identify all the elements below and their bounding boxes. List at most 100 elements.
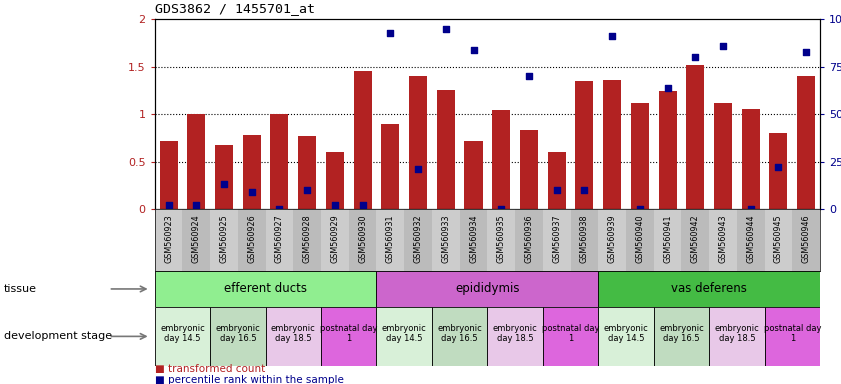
Text: GSM560940: GSM560940: [635, 214, 644, 263]
Bar: [405, 209, 432, 271]
Text: GSM560946: GSM560946: [801, 214, 811, 263]
Text: GSM560939: GSM560939: [607, 214, 616, 263]
Bar: [155, 307, 210, 366]
Text: GSM560938: GSM560938: [580, 214, 589, 263]
Bar: [714, 103, 732, 209]
Point: [772, 164, 785, 170]
Bar: [737, 209, 764, 271]
Bar: [243, 135, 261, 209]
Text: GSM560941: GSM560941: [663, 214, 672, 263]
Text: GSM560934: GSM560934: [469, 214, 478, 263]
Point: [439, 26, 452, 32]
Bar: [681, 209, 709, 271]
Point: [550, 187, 563, 194]
Text: embryonic
day 16.5: embryonic day 16.5: [437, 324, 482, 343]
Point: [383, 30, 397, 36]
Bar: [210, 307, 266, 366]
Bar: [210, 209, 238, 271]
Text: GSM560930: GSM560930: [358, 214, 368, 263]
Bar: [547, 152, 566, 209]
Point: [606, 33, 619, 40]
Text: GSM560945: GSM560945: [774, 214, 783, 263]
Bar: [686, 65, 704, 209]
Bar: [709, 209, 737, 271]
Point: [356, 202, 369, 208]
Bar: [215, 145, 233, 209]
Bar: [432, 307, 487, 366]
Text: embryonic
day 14.5: embryonic day 14.5: [382, 324, 426, 343]
Bar: [515, 209, 542, 271]
Text: embryonic
day 16.5: embryonic day 16.5: [659, 324, 704, 343]
Point: [217, 180, 230, 187]
Bar: [349, 209, 377, 271]
Bar: [631, 103, 648, 209]
Text: postnatal day
1: postnatal day 1: [542, 324, 600, 343]
Bar: [598, 209, 626, 271]
Text: GSM560937: GSM560937: [553, 214, 561, 263]
Bar: [432, 209, 460, 271]
Bar: [326, 152, 344, 209]
Text: efferent ducts: efferent ducts: [224, 283, 307, 295]
Bar: [464, 141, 483, 209]
Bar: [266, 307, 321, 366]
Point: [495, 206, 508, 212]
Text: embryonic
day 18.5: embryonic day 18.5: [271, 324, 315, 343]
Point: [744, 206, 758, 212]
Text: tissue: tissue: [4, 284, 37, 294]
Bar: [542, 307, 598, 366]
Point: [578, 187, 591, 194]
Point: [633, 206, 647, 212]
Bar: [487, 307, 542, 366]
Point: [467, 46, 480, 53]
Bar: [321, 209, 349, 271]
Text: postnatal day
1: postnatal day 1: [764, 324, 821, 343]
Bar: [160, 141, 177, 209]
Bar: [792, 209, 820, 271]
Text: GDS3862 / 1455701_at: GDS3862 / 1455701_at: [155, 2, 315, 15]
Bar: [381, 124, 399, 209]
Bar: [797, 76, 815, 209]
Bar: [487, 209, 515, 271]
Bar: [266, 209, 294, 271]
Text: GSM560932: GSM560932: [414, 214, 422, 263]
Text: GSM560927: GSM560927: [275, 214, 284, 263]
Point: [300, 187, 314, 194]
Text: GSM560933: GSM560933: [442, 214, 450, 263]
Bar: [492, 111, 510, 209]
Text: GSM560929: GSM560929: [331, 214, 340, 263]
Bar: [764, 307, 820, 366]
Point: [189, 202, 203, 208]
Text: embryonic
day 18.5: embryonic day 18.5: [493, 324, 537, 343]
Bar: [238, 209, 266, 271]
Point: [161, 202, 175, 208]
Text: development stage: development stage: [4, 331, 113, 341]
Bar: [520, 131, 538, 209]
Bar: [182, 209, 210, 271]
Text: ■ transformed count: ■ transformed count: [155, 364, 265, 374]
Bar: [299, 136, 316, 209]
Text: GSM560925: GSM560925: [220, 214, 229, 263]
Text: GSM560936: GSM560936: [525, 214, 533, 263]
Bar: [542, 209, 570, 271]
Bar: [409, 76, 427, 209]
Bar: [764, 209, 792, 271]
Point: [689, 54, 702, 60]
Bar: [353, 71, 372, 209]
Bar: [626, 209, 653, 271]
Point: [800, 48, 813, 55]
Bar: [294, 209, 321, 271]
Text: GSM560935: GSM560935: [497, 214, 505, 263]
Bar: [321, 307, 377, 366]
Bar: [271, 114, 288, 209]
Bar: [377, 209, 405, 271]
Bar: [377, 307, 432, 366]
Bar: [709, 307, 764, 366]
Text: GSM560942: GSM560942: [690, 214, 700, 263]
Point: [272, 206, 286, 212]
Bar: [155, 271, 377, 307]
Text: epididymis: epididymis: [455, 283, 520, 295]
Text: GSM560924: GSM560924: [192, 214, 201, 263]
Bar: [188, 114, 205, 209]
Text: embryonic
day 16.5: embryonic day 16.5: [215, 324, 260, 343]
Text: ■ percentile rank within the sample: ■ percentile rank within the sample: [155, 375, 344, 384]
